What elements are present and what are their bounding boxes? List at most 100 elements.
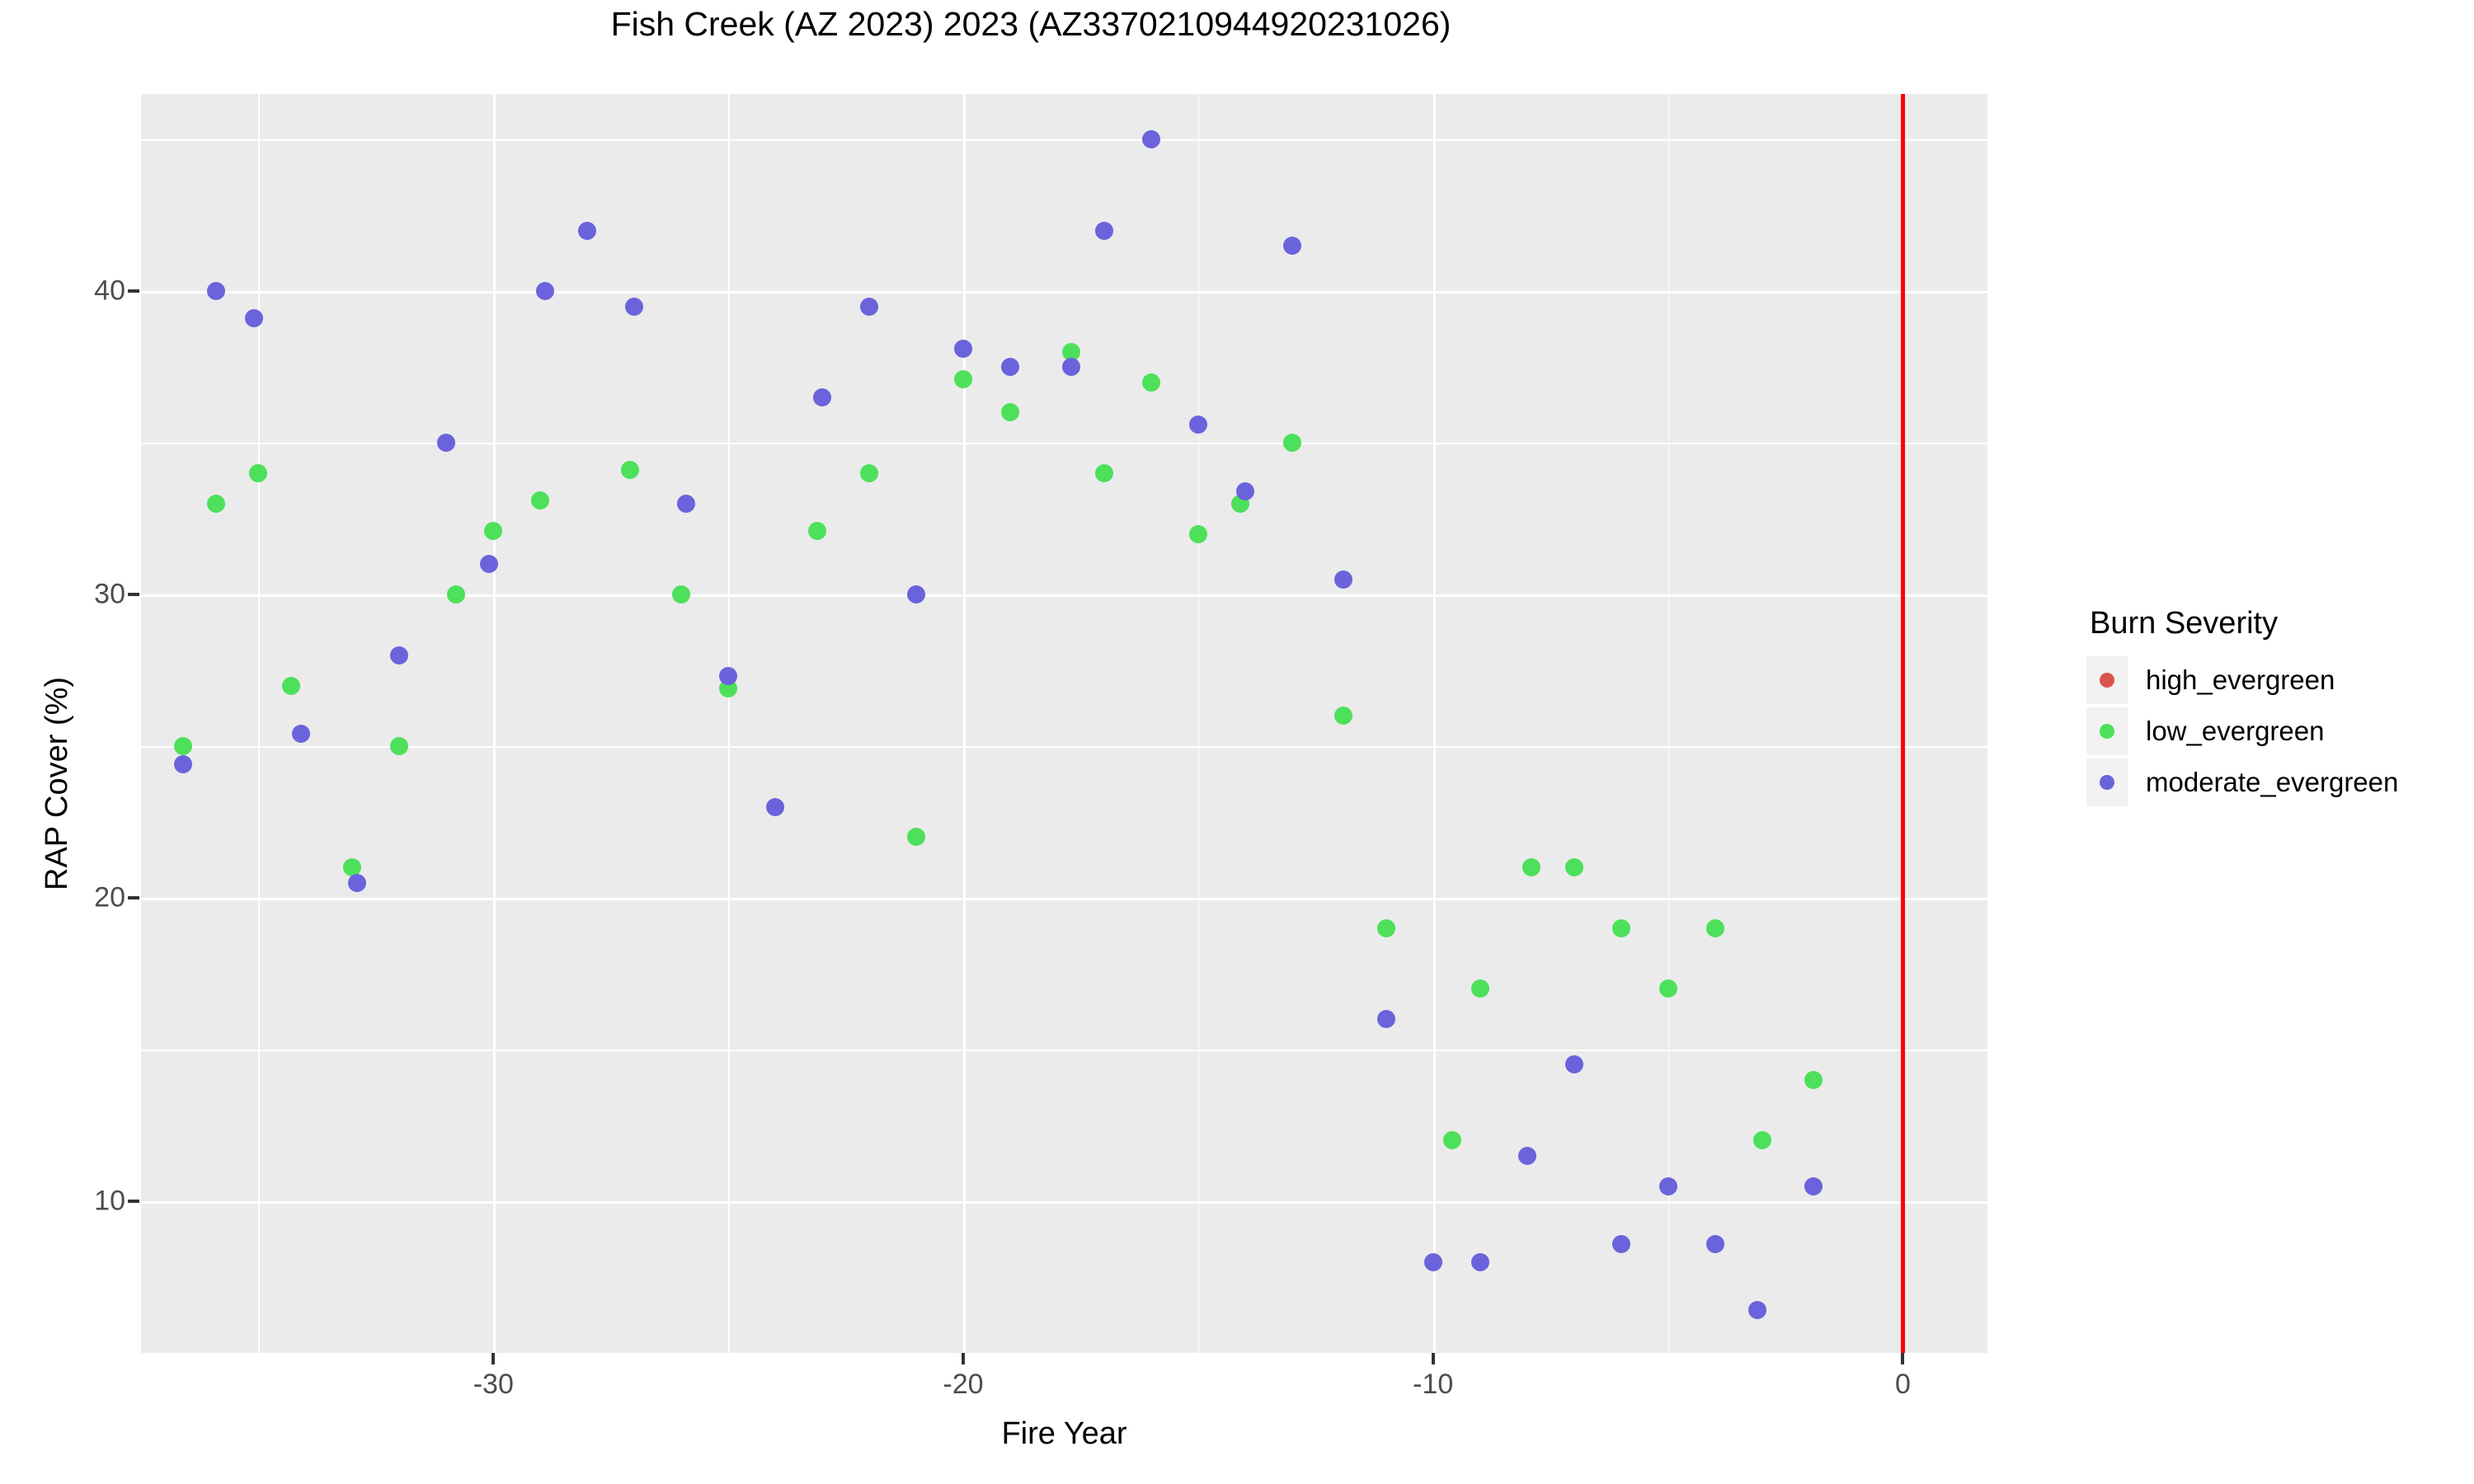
data-point-moderate_evergreen [1423,1252,1442,1271]
data-point-moderate_evergreen [437,434,456,453]
x-axis-title: Fire Year [1001,1416,1127,1451]
data-point-moderate_evergreen [719,667,738,686]
data-point-low_evergreen [1442,1131,1461,1150]
data-point-moderate_evergreen [578,221,597,240]
data-point-moderate_evergreen [348,873,367,892]
data-point-low_evergreen [954,369,972,388]
legend-item-moderate-evergreen[interactable]: moderate_evergreen [2086,758,2449,806]
y-axis-title: RAP Cover (%) [40,676,74,890]
data-point-moderate_evergreen [860,297,879,316]
data-point-low_evergreen [1141,373,1160,392]
gridline-x-major [1432,94,1436,1353]
data-point-low_evergreen [1564,858,1583,877]
y-tick-label: 40 [94,275,125,307]
legend-item-label: low_evergreen [2146,716,2325,746]
data-point-low_evergreen [446,585,465,604]
y-tick-label: 20 [94,881,125,913]
gridline-x-major [493,94,496,1353]
data-point-moderate_evergreen [390,646,409,665]
gridline-y-minor [141,746,1987,748]
data-point-low_evergreen [1188,524,1207,543]
gridline-y-major [141,594,1987,598]
x-tick-label: -30 [473,1369,514,1400]
data-point-moderate_evergreen [479,555,498,574]
data-point-low_evergreen [808,521,827,540]
legend-dot-icon [2100,775,2114,790]
data-point-moderate_evergreen [766,797,785,816]
y-tick-label: 30 [94,578,125,610]
data-point-low_evergreen [1611,918,1630,937]
legend-key-swatch [2086,758,2128,806]
gridline-x-minor [258,94,260,1353]
data-point-low_evergreen [672,585,691,604]
data-point-low_evergreen [1752,1131,1771,1150]
data-point-low_evergreen [1470,979,1489,998]
gridline-y-major [141,291,1987,294]
data-point-moderate_evergreen [1094,221,1113,240]
data-point-low_evergreen [1705,918,1724,937]
legend: Burn Severity high_evergreen low_evergree… [2086,606,2449,810]
gridline-y-minor [141,443,1987,444]
data-point-low_evergreen [1094,463,1113,482]
legend-key-swatch [2086,656,2128,704]
gridline-y-major [141,1201,1987,1205]
gridline-y-major [141,898,1987,901]
y-tick-mark [128,896,139,900]
data-point-moderate_evergreen [1705,1234,1724,1253]
data-point-moderate_evergreen [1564,1055,1583,1074]
legend-item-low-evergreen[interactable]: low_evergreen [2086,707,2449,755]
gridline-y-minor [141,139,1987,141]
data-point-low_evergreen [1062,342,1081,361]
legend-item-high-evergreen[interactable]: high_evergreen [2086,656,2449,704]
data-point-moderate_evergreen [625,297,644,316]
x-tick-mark [492,1353,496,1364]
data-point-low_evergreen [174,737,193,756]
x-tick-label: -20 [943,1369,984,1400]
data-point-moderate_evergreen [676,494,695,513]
data-point-low_evergreen [282,676,301,695]
x-tick-mark [1431,1353,1435,1364]
x-tick-mark [1901,1353,1905,1364]
x-tick-label: -10 [1413,1369,1454,1400]
data-point-low_evergreen [1804,1070,1823,1089]
legend-items: high_evergreen low_evergreen moderate_ever… [2086,656,2449,806]
data-point-low_evergreen [860,463,879,482]
data-point-moderate_evergreen [244,309,263,328]
chart-title: Fish Creek (AZ 2023) 2023 (AZ33702109449… [610,5,1451,43]
data-point-moderate_evergreen [1062,358,1081,377]
data-point-low_evergreen [207,494,226,513]
data-point-moderate_evergreen [1235,482,1254,501]
data-point-low_evergreen [1334,707,1353,726]
data-point-moderate_evergreen [1747,1301,1766,1320]
x-tick-mark [962,1353,965,1364]
data-point-moderate_evergreen [207,282,226,301]
legend-dot-icon [2100,673,2114,688]
gridline-x-major [963,94,966,1353]
legend-item-label: moderate_evergreen [2146,767,2399,797]
legend-title: Burn Severity [2090,606,2279,641]
legend-item-label: high_evergreen [2146,665,2335,695]
data-point-moderate_evergreen [1188,416,1207,434]
data-point-moderate_evergreen [954,340,972,359]
gridline-x-minor [1667,94,1670,1353]
x-tick-label: 0 [1894,1369,1911,1400]
data-point-moderate_evergreen [1517,1146,1536,1165]
data-point-moderate_evergreen [1000,358,1019,377]
data-point-low_evergreen [249,463,268,482]
gridline-y-minor [141,1050,1987,1051]
data-point-moderate_evergreen [291,725,310,744]
y-tick-label: 10 [94,1185,125,1217]
data-point-low_evergreen [1376,918,1395,937]
data-point-moderate_evergreen [1611,1234,1630,1253]
data-point-moderate_evergreen [1334,570,1353,589]
data-point-moderate_evergreen [1141,130,1160,149]
data-point-low_evergreen [907,828,926,847]
plot-panel [141,94,1987,1353]
data-point-moderate_evergreen [907,585,926,604]
data-point-moderate_evergreen [174,755,193,774]
data-point-low_evergreen [531,491,550,510]
data-point-moderate_evergreen [535,282,554,301]
data-point-moderate_evergreen [1376,1010,1395,1029]
data-point-low_evergreen [1000,403,1019,422]
